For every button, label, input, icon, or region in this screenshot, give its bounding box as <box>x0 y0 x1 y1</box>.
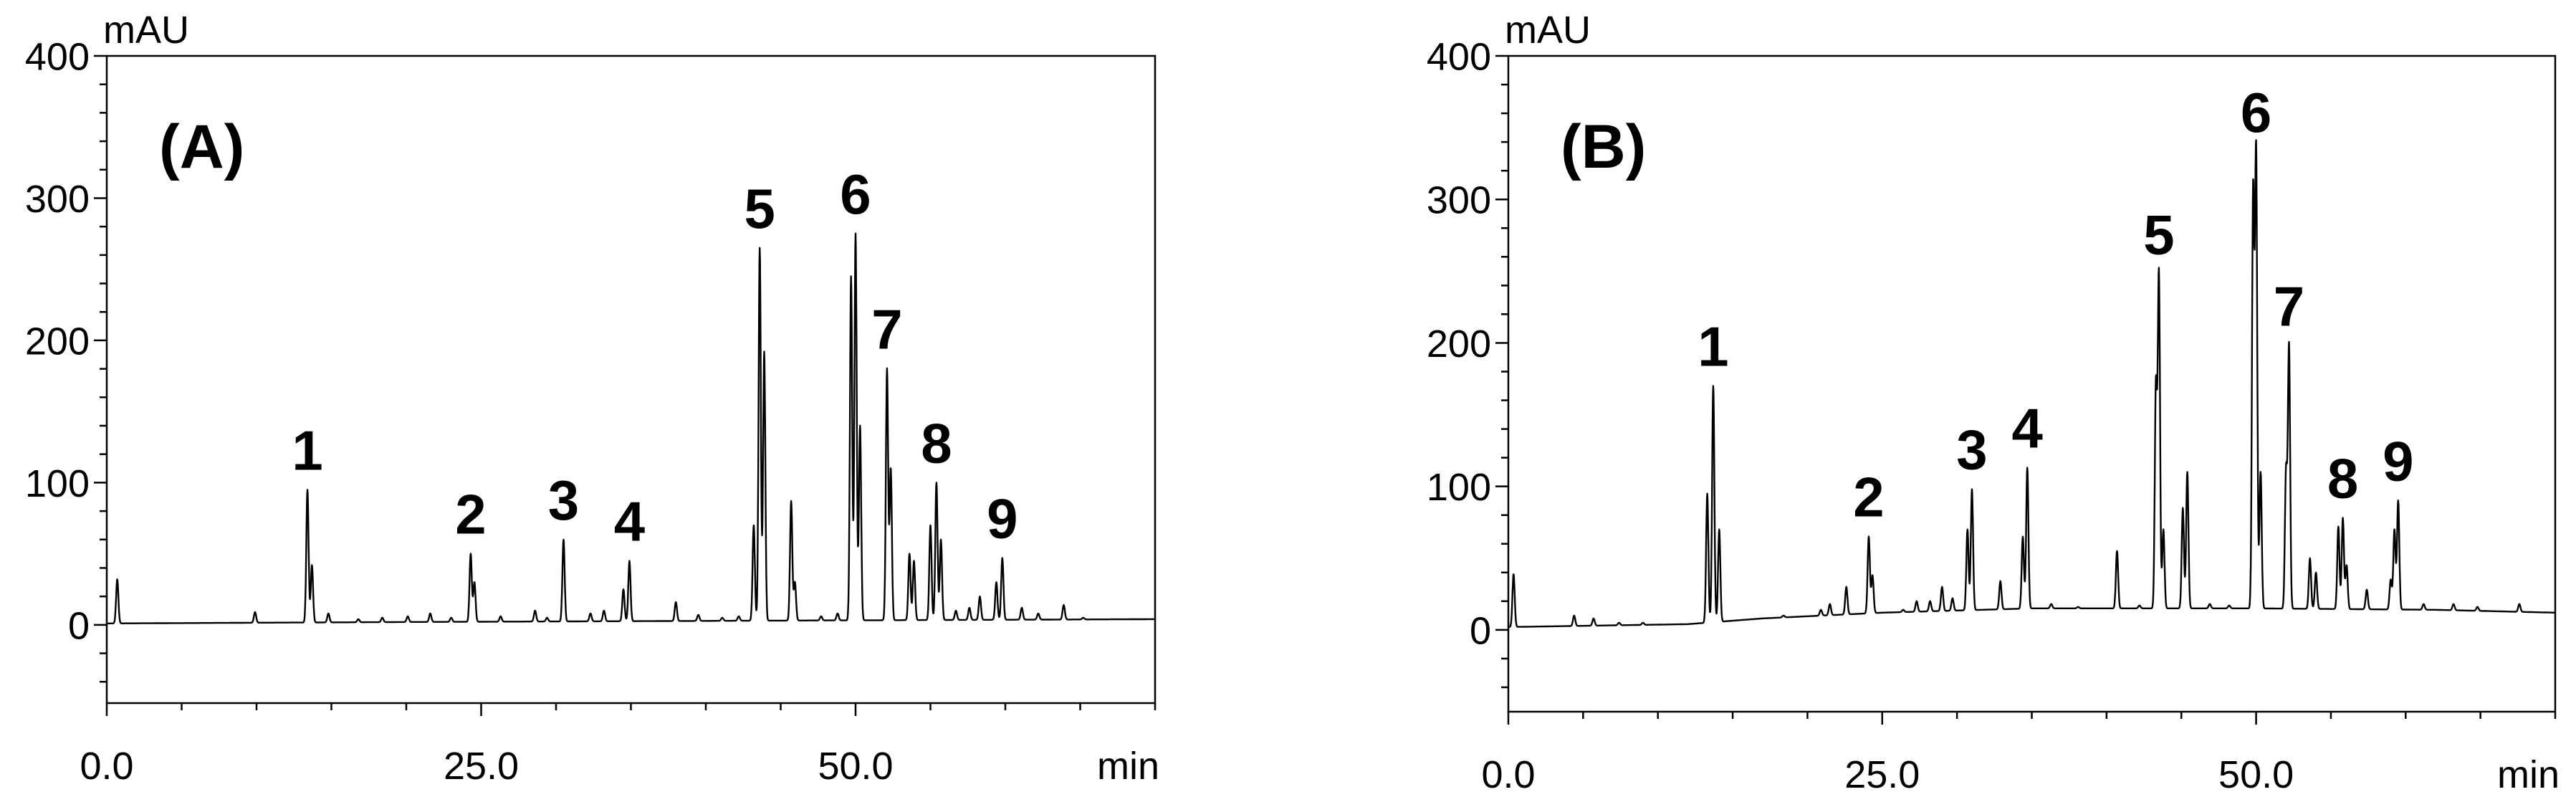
peak-label-7: 7 <box>2274 275 2304 338</box>
chromatogram-trace <box>105 232 1157 625</box>
x-tick-label: 0.0 <box>1481 753 1535 796</box>
peak-label-3: 3 <box>1956 419 1987 482</box>
x-axis-unit-label: min <box>1097 745 1159 788</box>
y-tick-label: 100 <box>1427 466 1491 509</box>
x-axis-unit-label: min <box>2497 753 2560 796</box>
peak-label-5: 5 <box>744 177 775 240</box>
peak-label-2: 2 <box>455 483 486 546</box>
x-tick-label: 25.0 <box>444 745 519 788</box>
x-tick-label: 25.0 <box>1844 753 1920 796</box>
peak-label-9: 9 <box>987 487 1018 550</box>
y-axis-unit-label: mAU <box>1505 9 1591 52</box>
peak-label-4: 4 <box>614 490 645 553</box>
peak-label-9: 9 <box>2383 430 2413 493</box>
peak-label-1: 1 <box>1698 315 1728 378</box>
y-tick-label: 300 <box>1427 179 1491 222</box>
peak-label-7: 7 <box>871 298 902 361</box>
chromatogram-panel-b: 0 100 200 300 400 0.0 25.0 50.0 mAU min (B) 1 2 3 4 5 6 7… <box>1427 9 2560 796</box>
x-tick-label: 50.0 <box>818 745 893 788</box>
x-tick-label: 50.0 <box>2218 753 2294 796</box>
y-tick-label: 200 <box>25 320 90 363</box>
y-tick-label: 0 <box>1470 609 1491 652</box>
peak-label-5: 5 <box>2143 203 2174 266</box>
y-tick-label: 0 <box>68 604 90 647</box>
peak-label-4: 4 <box>2012 397 2043 460</box>
peak-label-8: 8 <box>921 411 952 474</box>
peak-label-3: 3 <box>548 469 579 532</box>
x-tick-label: 0.0 <box>80 745 133 788</box>
chromatogram-panel-a: 0 100 200 300 400 0.0 25.0 50.0 mAU min (A) 1 2 3 4 5 6 7… <box>25 9 1159 788</box>
panel-label: (A) <box>159 113 244 181</box>
y-tick-label: 400 <box>25 35 90 78</box>
peak-label-1: 1 <box>292 419 322 482</box>
peak-label-2: 2 <box>1853 466 1884 529</box>
peak-label-8: 8 <box>2327 447 2358 510</box>
y-tick-label: 300 <box>25 178 90 221</box>
panel-label: (B) <box>1561 113 1646 181</box>
chromatogram-trace <box>1507 139 2557 629</box>
y-tick-label: 400 <box>1427 35 1491 78</box>
y-tick-label: 200 <box>1427 323 1491 366</box>
peak-label-6: 6 <box>2241 81 2271 144</box>
y-tick-label: 100 <box>25 462 90 505</box>
peak-label-6: 6 <box>840 163 871 226</box>
y-axis-unit-label: mAU <box>103 9 189 52</box>
